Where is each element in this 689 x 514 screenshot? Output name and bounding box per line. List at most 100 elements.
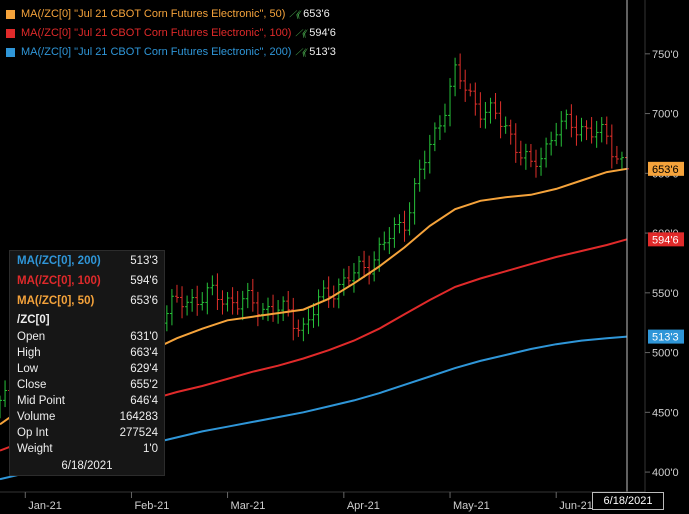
legend-swatch-ma50 [6, 10, 15, 19]
price-bar [362, 250, 367, 278]
price-bar [402, 210, 407, 242]
badge-background [648, 329, 684, 344]
tooltip-row-label: Op Int [17, 427, 49, 439]
price-bar [493, 93, 498, 120]
price-bar [235, 291, 240, 315]
x-tick-label: Jun-21 [559, 500, 593, 512]
price-bar [528, 144, 533, 168]
tooltip-row-value: 631'0 [130, 331, 158, 343]
tooltip-ma100-row: MA(/ZC[0], 100) 594'6 [10, 271, 164, 291]
price-bar [321, 280, 326, 303]
price-bar [589, 117, 594, 144]
tooltip-ma50-value: 653'6 [130, 295, 158, 307]
price-bar [276, 300, 281, 324]
price-bar [564, 109, 569, 130]
price-bar [523, 143, 528, 170]
price-bar [190, 288, 195, 312]
y-tick-label: 550'0 [652, 288, 679, 300]
price-bar [296, 319, 301, 337]
price-bar [372, 251, 377, 282]
price-bar [412, 178, 417, 225]
tooltip-ma100-label: MA(/ZC[0], 100) [17, 275, 101, 287]
trend-arrows-icon: ⟋⟪ [295, 28, 307, 38]
x-tick-label: Jan-21 [28, 500, 62, 512]
price-bar [265, 297, 270, 322]
trend-arrows-icon: ⟋⟪ [289, 9, 301, 19]
price-bar [508, 119, 513, 145]
price-bar [164, 305, 169, 332]
legend-row-ma100[interactable]: MA(/ZC[0] "Jul 21 CBOT Corn Futures Elec… [6, 24, 336, 43]
tooltip-ma200-value: 513'3 [130, 255, 158, 267]
legend-label-ma200: MA(/ZC[0] "Jul 21 CBOT Corn Futures Elec… [21, 46, 292, 58]
price-bar [533, 149, 538, 178]
tooltip-row-label: High [17, 347, 41, 359]
legend-row-ma200[interactable]: MA(/ZC[0] "Jul 21 CBOT Corn Futures Elec… [6, 43, 336, 62]
tooltip-row-op-int: Op Int 277524 [10, 425, 164, 441]
price-bar [301, 317, 306, 342]
price-bar [569, 104, 574, 138]
price-bar [357, 256, 362, 281]
price-bar [417, 159, 422, 192]
price-bar [387, 227, 392, 255]
price-bar [392, 217, 397, 248]
price-bar [437, 115, 442, 141]
price-bar [3, 380, 8, 408]
last-value-badges: 653'6 594'6 513'3 [648, 161, 684, 344]
tooltip-ohlc-rows: Open 631'0 High 663'4 Low 629'4 Close 655'2 Mid … [10, 329, 164, 457]
price-bar [311, 303, 316, 328]
price-bar [200, 292, 205, 311]
tooltip-row-mid-point: Mid Point 646'4 [10, 393, 164, 409]
price-bar [174, 284, 179, 303]
price-bar [382, 231, 387, 251]
price-bar [488, 97, 493, 124]
tooltip-row-close: Close 655'2 [10, 377, 164, 393]
price-bar [240, 290, 245, 321]
price-bar [604, 116, 609, 145]
price-bar [367, 255, 372, 285]
price-bar [195, 285, 200, 316]
price-bar [427, 134, 432, 174]
price-bar [306, 308, 311, 335]
price-bar [609, 124, 614, 169]
price-bar [614, 145, 619, 165]
badge-text: 594'6 [652, 234, 679, 246]
price-bar [478, 92, 483, 128]
tooltip-row-value: 629'4 [130, 363, 158, 375]
price-bar [326, 276, 331, 308]
price-bar [539, 147, 544, 176]
price-bar [458, 53, 463, 90]
price-bar [220, 290, 225, 315]
price-bar [169, 289, 174, 326]
legend: MA(/ZC[0] "Jul 21 CBOT Corn Futures Elec… [6, 5, 336, 62]
legend-swatch-ma100 [6, 29, 15, 38]
price-bar [250, 278, 255, 312]
price-bar [503, 116, 508, 134]
tooltip-row-high: High 663'4 [10, 345, 164, 361]
price-bar [205, 282, 210, 315]
crosshair-date-badge: 6/18/2021 [592, 492, 664, 510]
last-value-badge-ma100: 594'6 [648, 232, 684, 247]
price-bar [230, 287, 235, 315]
y-tick-label: 500'0 [652, 348, 679, 360]
legend-value-ma200: 513'3 [309, 46, 336, 58]
price-bar [341, 268, 346, 296]
price-bar [210, 275, 215, 296]
price-bar [473, 82, 478, 116]
price-bar [180, 286, 185, 319]
x-tick-label: May-21 [453, 500, 490, 512]
price-bar [574, 115, 579, 146]
tooltip-row-value: 277524 [119, 427, 158, 439]
price-bar [483, 101, 488, 129]
price-bar [407, 202, 412, 236]
price-bar [442, 103, 447, 133]
tooltip-row-open: Open 631'0 [10, 329, 164, 345]
tooltip-symbol: /ZC[0] [17, 314, 50, 326]
legend-label-ma50: MA(/ZC[0] "Jul 21 CBOT Corn Futures Elec… [21, 8, 286, 20]
tooltip-ma100-value: 594'6 [130, 275, 158, 287]
price-bar [422, 150, 427, 180]
tooltip-row-value: 655'2 [130, 379, 158, 391]
price-bar [513, 123, 518, 163]
legend-value-ma50: 653'6 [303, 8, 330, 20]
legend-row-ma50[interactable]: MA(/ZC[0] "Jul 21 CBOT Corn Futures Elec… [6, 5, 336, 24]
